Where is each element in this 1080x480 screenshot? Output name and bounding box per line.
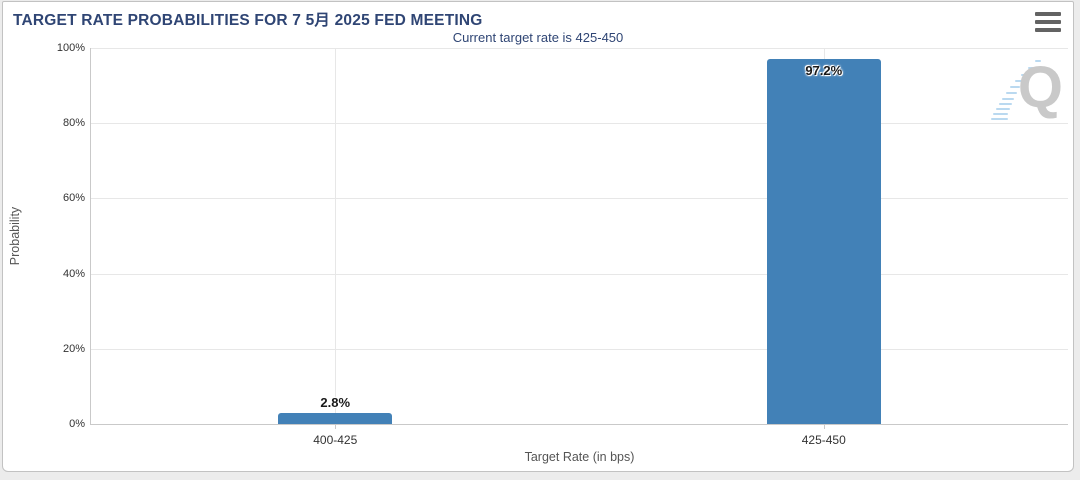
x-tick-mark <box>823 424 825 429</box>
y-tick-label: 100% <box>56 42 85 54</box>
x-tick-label: 425-450 <box>801 433 846 447</box>
gridline-80 <box>91 123 1068 125</box>
gridline-20 <box>91 348 1068 350</box>
y-tick-label: 40% <box>62 267 85 280</box>
gridline-40 <box>91 273 1068 275</box>
hamburger-bar <box>1035 12 1061 16</box>
x-tick-mark <box>335 424 337 429</box>
bar-value-label: 2.8% <box>320 395 351 411</box>
y-tick-label: 0% <box>69 418 85 430</box>
y-axis-title: Probability <box>8 206 22 266</box>
hamburger-bar <box>1035 20 1061 24</box>
x-tick-label: 400-425 <box>313 433 358 447</box>
hamburger-menu-icon[interactable] <box>1035 12 1061 32</box>
x-axis-title: Target Rate (in bps) <box>524 450 635 464</box>
gridline-100 <box>91 48 1068 49</box>
plot-area: 100% 80% 60% 40% 20% 0% 2.8% 97.2% 400-4… <box>57 42 1068 464</box>
chart-card: TARGET RATE PROBABILITIES FOR 7 5月 2025 … <box>2 1 1074 472</box>
y-tick-label: 20% <box>62 342 85 355</box>
gridline-cat-1 <box>335 48 337 424</box>
chart-title: TARGET RATE PROBABILITIES FOR 7 5月 2025 … <box>13 12 483 29</box>
bar-400-425[interactable]: 2.8% <box>278 395 393 424</box>
y-tick-label: 80% <box>62 117 85 130</box>
bar-value-label: 97.2% <box>805 62 843 78</box>
hamburger-bar <box>1035 28 1061 32</box>
chart-subtitle: Current target rate is 425-450 <box>452 30 624 45</box>
y-tick-label: 60% <box>62 192 85 205</box>
gridline-60 <box>91 198 1068 200</box>
bar-425-450[interactable]: 97.2% <box>766 58 881 424</box>
